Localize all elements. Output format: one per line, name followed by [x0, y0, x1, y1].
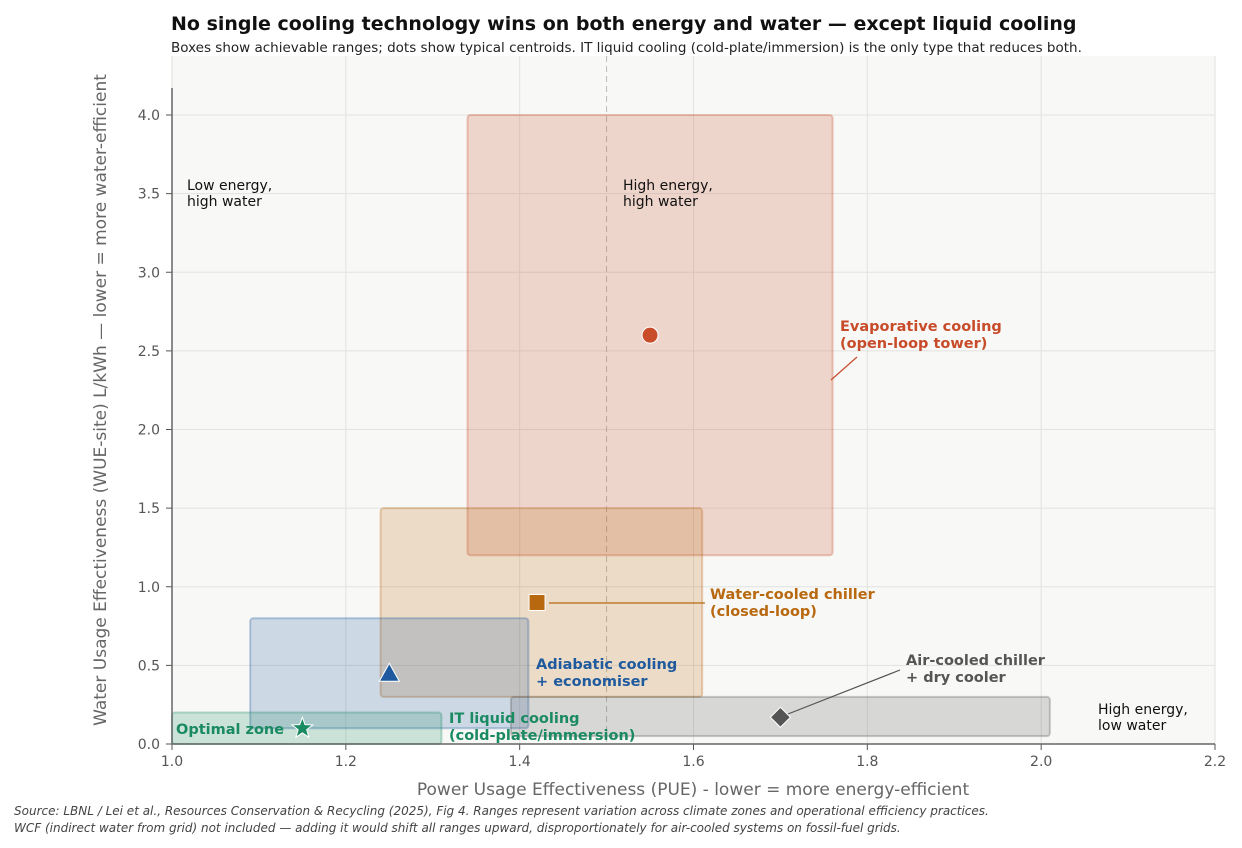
series-label: IT liquid cooling (cold-plate/immersion) — [449, 711, 635, 744]
x-tick-label: 1.0 — [161, 754, 183, 770]
leader-line — [830, 356, 858, 381]
x-tick-label: 1.4 — [509, 754, 531, 770]
x-tick-label: 1.6 — [682, 754, 704, 770]
optimal-zone-label: Optimal zone — [176, 722, 284, 738]
series-label: Air-cooled chiller + dry cooler — [906, 653, 1046, 686]
y-tick-label: 2.0 — [138, 423, 160, 439]
quadrant-label: High energy, low water — [1098, 702, 1188, 734]
y-tick-label: 1.5 — [138, 501, 160, 517]
series-label: Water-cooled chiller (closed-loop) — [710, 587, 876, 620]
y-tick-label: 4.0 — [138, 108, 160, 124]
x-tick-label: 1.8 — [856, 754, 878, 770]
series-label: Evaporative cooling (open-loop tower) — [840, 319, 1002, 352]
y-tick-label: 2.5 — [138, 344, 160, 360]
source-line-2: WCF (indirect water from grid) not inclu… — [14, 821, 901, 835]
y-axis-label: Water Usage Effectiveness (WUE-site) L/k… — [91, 74, 111, 726]
centroid-point — [290, 715, 315, 739]
chart-title: No single cooling technology wins on bot… — [171, 13, 1077, 35]
source-line-1: Source: LBNL / Lei et al., Resources Con… — [14, 804, 989, 818]
x-tick-label: 2.2 — [1204, 754, 1226, 770]
centroid-point — [528, 593, 546, 611]
x-tick-label: 1.2 — [335, 754, 357, 770]
centroid-point — [641, 326, 659, 344]
centroid-point — [378, 662, 401, 682]
series-label: Adiabatic cooling + economiser — [536, 657, 677, 690]
y-tick-label: 3.0 — [138, 265, 160, 281]
chart-subtitle: Boxes show achievable ranges; dots show … — [171, 40, 1082, 56]
centroid-point — [769, 706, 792, 728]
x-axis-label: Power Usage Effectiveness (PUE) - lower … — [417, 780, 970, 800]
quadrant-label: High energy, high water — [623, 178, 713, 210]
quadrant-label: Low energy, high water — [187, 178, 272, 210]
y-tick-label: 0.0 — [138, 737, 160, 753]
x-tick-label: 2.0 — [1030, 754, 1052, 770]
y-tick-label: 1.0 — [138, 580, 160, 596]
y-tick-label: 3.5 — [138, 187, 160, 203]
y-tick-label: 0.5 — [138, 658, 160, 674]
leader-line — [787, 669, 901, 715]
